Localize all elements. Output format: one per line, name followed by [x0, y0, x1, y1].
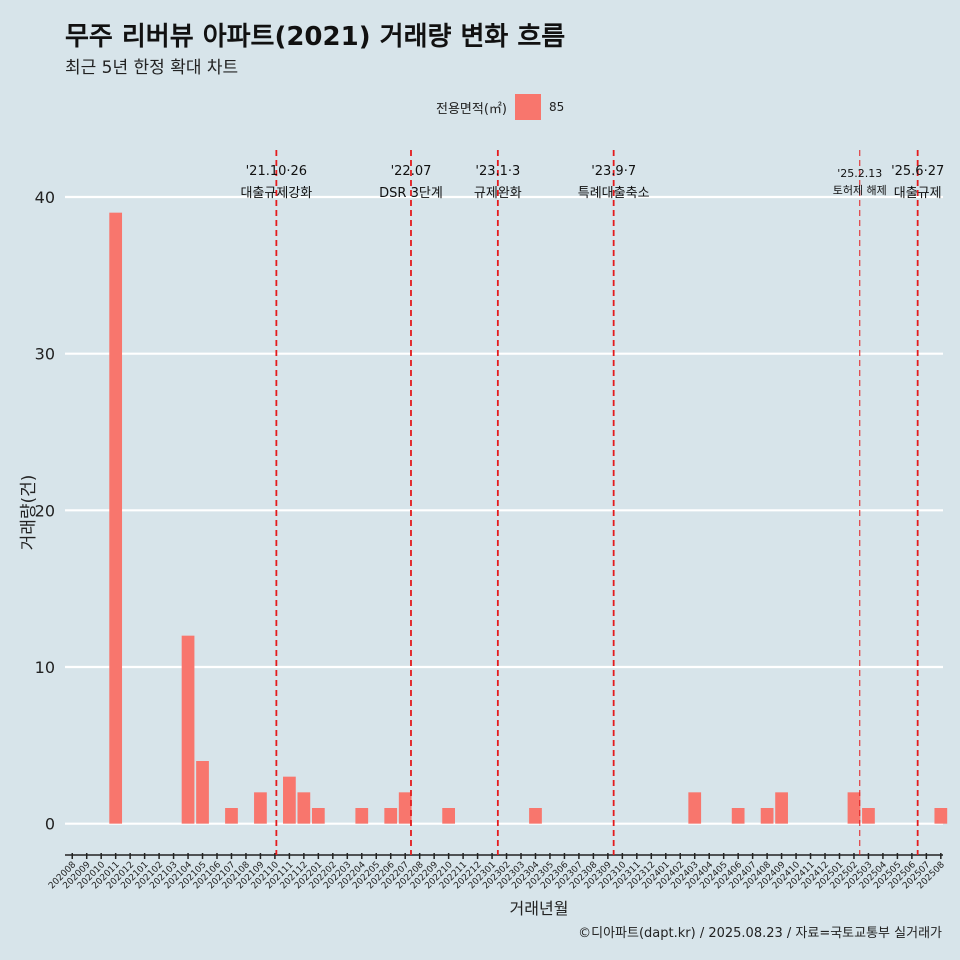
event-label: 토허제 해제	[833, 183, 887, 197]
y-tick-label: 30	[35, 345, 55, 364]
legend-label: 85	[548, 100, 565, 114]
event-date: '23.1·3	[475, 164, 520, 179]
y-tick-label: 10	[35, 658, 55, 677]
y-tick-label: 20	[35, 501, 55, 520]
event-label: 규제완화	[474, 186, 522, 201]
event-label: 대출규제강화	[240, 186, 312, 201]
event-label: 특례대출축소	[578, 186, 650, 201]
legend-title: 전용면적(㎡)	[436, 101, 507, 117]
bar-202503	[862, 808, 875, 824]
bar-202304	[529, 808, 542, 824]
bar-202105	[196, 761, 209, 824]
bar-202201	[311, 808, 325, 824]
event-date: '21.10·26	[246, 164, 307, 179]
bar-202109	[254, 792, 267, 824]
event-date: '23.9·7	[591, 164, 636, 179]
bar-202107	[225, 808, 238, 824]
bar-202406	[731, 808, 745, 824]
bar-202112	[297, 792, 311, 824]
bar-202111	[283, 776, 296, 824]
bar-202403	[688, 792, 702, 824]
legend-swatch	[514, 94, 541, 120]
bar-202408	[760, 808, 774, 824]
chart-subtitle: 최근 5년 한정 확대 차트	[65, 58, 239, 78]
bar-202207	[398, 792, 412, 824]
event-label: 대출규제	[894, 186, 942, 201]
y-tick-label: 40	[35, 188, 55, 207]
event-label: DSR 3단계	[379, 186, 443, 201]
y-tick-label: 0	[45, 815, 55, 834]
legend: 전용면적(㎡) 85	[436, 93, 564, 121]
bar-202210	[442, 808, 455, 824]
event-date: '25.2.13	[837, 167, 882, 180]
x-axis-label: 거래년월	[510, 899, 569, 918]
chart-title: 무주 리버뷰 아파트(2021) 거래량 변화 흐름	[65, 22, 566, 52]
source-caption: ©디아파트(dapt.kr) / 2025.08.23 / 자료=국토교통부 실…	[578, 926, 942, 941]
event-date: '25.6·27	[891, 164, 944, 179]
event-date: '22.07	[391, 164, 432, 179]
bar-202104	[181, 635, 195, 824]
bar-202206	[384, 808, 398, 824]
bar-202204	[355, 808, 369, 824]
bar-202502	[847, 792, 861, 824]
bar-202011	[109, 212, 123, 824]
bar-202508	[934, 808, 948, 824]
y-axis-label: 거래량(건)	[19, 475, 39, 551]
bar-202409	[775, 792, 788, 824]
